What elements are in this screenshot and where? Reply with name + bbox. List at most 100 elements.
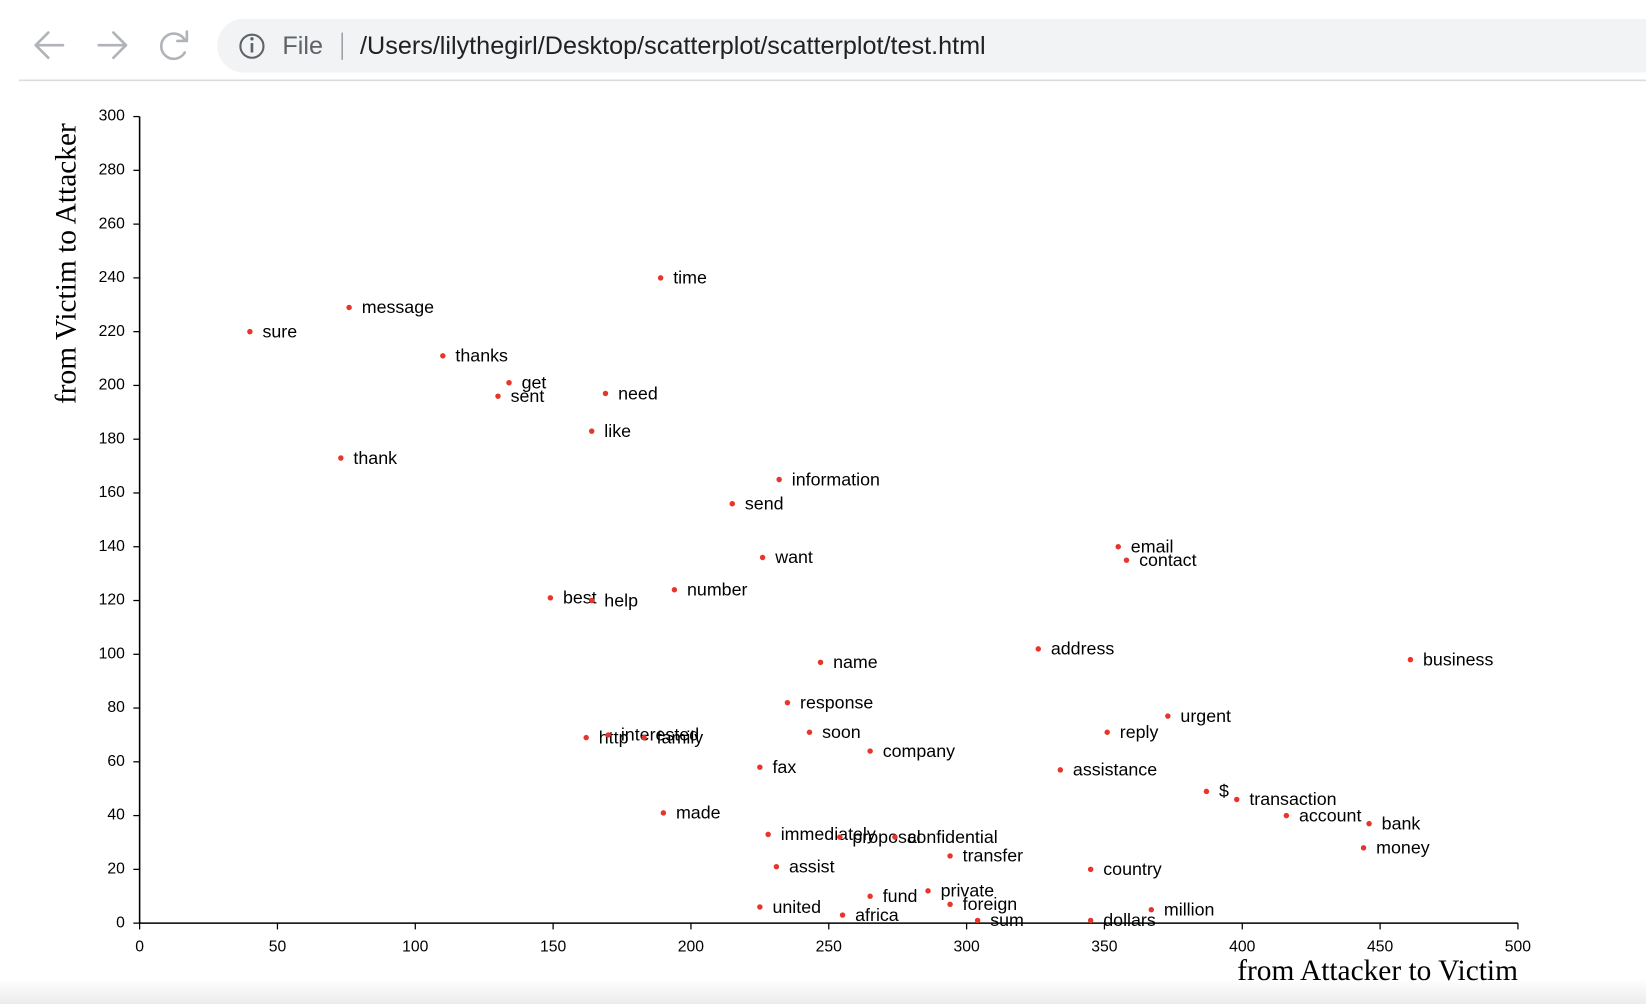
url[interactable]: /Users/lilythegirl/Desktop/scatterplot/s… [360, 32, 986, 60]
y-tick-label: 20 [107, 861, 125, 878]
point-label: immediately [781, 824, 876, 844]
point [583, 734, 589, 741]
y-tick-label: 260 [99, 215, 125, 232]
point-label: private [941, 881, 995, 901]
point [602, 390, 609, 397]
point [605, 732, 611, 738]
point [1104, 729, 1110, 735]
point [346, 304, 352, 311]
point [547, 595, 554, 601]
point [759, 554, 766, 561]
point-label: proposal [852, 827, 920, 847]
point [1234, 796, 1240, 803]
point-label: thanks [455, 346, 508, 366]
window-footer [0, 978, 1646, 1004]
point-label: united [772, 897, 821, 917]
address-bar[interactable] [217, 18, 1646, 73]
point [1366, 820, 1372, 827]
y-tick-label: 120 [99, 592, 125, 609]
forward-button[interactable] [97, 31, 128, 60]
point [1203, 788, 1210, 795]
point [641, 734, 647, 741]
point [1165, 713, 1171, 719]
point-label: bank [1382, 813, 1421, 833]
point [671, 587, 678, 593]
y-tick-label: 100 [99, 645, 125, 662]
point [1148, 906, 1155, 913]
point-label: fax [772, 757, 796, 777]
point-label: money [1376, 838, 1430, 858]
point-label: best [563, 588, 597, 608]
point-label: assist [789, 856, 835, 876]
point [1360, 845, 1367, 851]
back-button[interactable] [34, 31, 65, 60]
point [1283, 812, 1290, 819]
x-axis-title: from Attacker to Victim [1237, 955, 1518, 987]
point [440, 353, 446, 359]
point [867, 893, 873, 899]
security-label: File [282, 32, 323, 60]
point [806, 729, 813, 735]
point [588, 428, 595, 434]
chart: from Attacker to Victim from Victim to A… [51, 108, 1532, 987]
point-label: urgent [1180, 706, 1231, 726]
point [1407, 656, 1414, 663]
y-tick-label: 60 [107, 753, 125, 770]
point-label: assistance [1073, 760, 1157, 780]
point-label: name [833, 652, 878, 672]
point-label: fund [883, 886, 918, 906]
point-label: address [1051, 639, 1114, 659]
point [765, 831, 771, 838]
point [1035, 646, 1042, 652]
y-tick-label: 0 [116, 914, 125, 931]
point [974, 917, 981, 924]
info-icon[interactable] [239, 33, 265, 59]
point-label: time [673, 268, 707, 288]
x-tick-label: 400 [1229, 938, 1255, 955]
point [947, 853, 953, 859]
x-tick-label: 300 [953, 938, 979, 955]
point-label: sum [990, 910, 1024, 930]
point-label: help [604, 590, 638, 610]
point-label: like [604, 421, 631, 441]
point-label: country [1103, 859, 1162, 879]
point-label: thank [353, 448, 397, 468]
x-tick-label: 500 [1505, 938, 1531, 955]
y-tick-label: 240 [99, 269, 125, 286]
point [837, 834, 843, 840]
point [784, 699, 791, 706]
point-label: reply [1120, 722, 1159, 742]
point [660, 810, 667, 816]
point-label: transaction [1249, 789, 1336, 809]
point-label: interested [621, 725, 699, 745]
point [757, 904, 763, 910]
point [247, 328, 253, 335]
point [773, 863, 780, 870]
point-label: want [774, 547, 813, 567]
y-tick-label: 180 [99, 430, 125, 447]
point-label: $ [1219, 781, 1229, 801]
point-label: business [1423, 649, 1493, 669]
point [892, 834, 898, 840]
point-label: sure [262, 321, 297, 341]
y-tick-label: 80 [107, 699, 125, 716]
point [495, 393, 501, 399]
point-label: company [883, 741, 955, 761]
point [817, 659, 824, 666]
reload-button[interactable] [160, 30, 189, 61]
point-label: number [687, 580, 747, 600]
point-label: http [599, 727, 629, 747]
y-tick-label: 160 [99, 484, 125, 501]
x-tick-label: 50 [269, 938, 287, 955]
point-label: foreign [963, 894, 1018, 914]
y-tick-label: 200 [99, 377, 125, 394]
point-label: sent [511, 386, 545, 406]
y-tick-label: 280 [99, 161, 125, 178]
point [1123, 557, 1130, 563]
point-label: response [800, 692, 873, 712]
x-tick-label: 250 [816, 938, 842, 955]
point [925, 888, 931, 894]
point-label: information [792, 469, 880, 489]
